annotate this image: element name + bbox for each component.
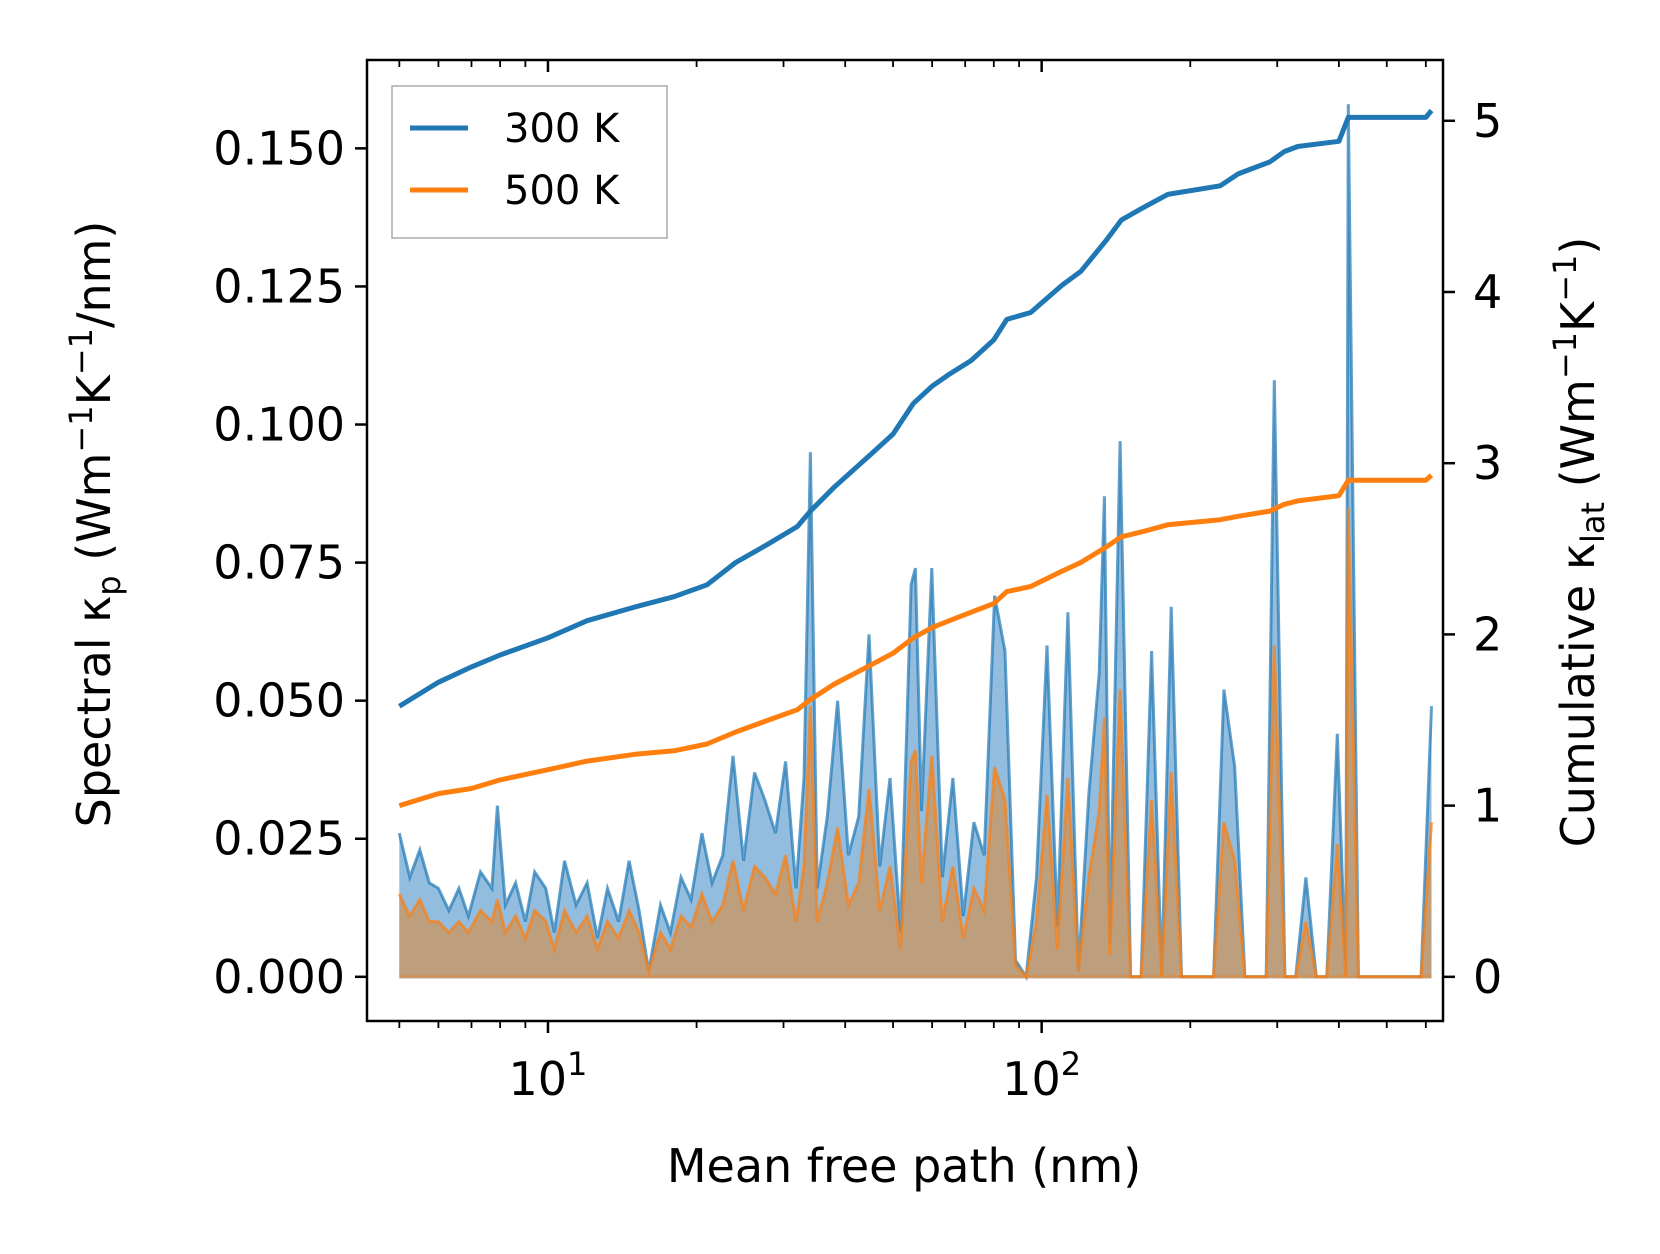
left-y-tick-label: 0.125 bbox=[213, 259, 345, 313]
left-y-axis-label: Spectral κp (Wm−1K−1/nm) bbox=[62, 221, 128, 828]
cumulative-layer bbox=[397, 108, 1434, 808]
right-y-tick-label: 1 bbox=[1473, 779, 1502, 833]
x-axis-label: Mean free path (nm) bbox=[667, 1139, 1141, 1193]
right-y-tick-label: 5 bbox=[1473, 94, 1502, 148]
legend: 300 K 500 K bbox=[391, 85, 668, 239]
left-y-tick-label: 0.025 bbox=[213, 812, 345, 866]
right-y-tick-label: 2 bbox=[1473, 607, 1502, 661]
spectral-area-500k bbox=[399, 507, 1432, 977]
cumulative-line-300k bbox=[397, 108, 1434, 709]
ticks-layer bbox=[355, 60, 1455, 1033]
right-y-tick-label: 4 bbox=[1473, 265, 1502, 319]
plot-frame bbox=[365, 58, 1445, 1023]
legend-box bbox=[391, 85, 668, 239]
left-y-tick-label: 0.050 bbox=[213, 674, 345, 728]
legend-label-300k: 300 K bbox=[504, 106, 621, 152]
right-y-axis-label: Cumulative κlat (Wm−1K−1) bbox=[1546, 237, 1612, 848]
left-y-tick-label: 0.075 bbox=[213, 536, 345, 590]
right-y-tick-label: 0 bbox=[1473, 950, 1502, 1004]
labels-layer: 0.000 0.025 0.050 0.075 0.100 0.125 0.150 0 1 2 3 4… bbox=[213, 94, 1502, 1106]
left-y-tick-label: 0.100 bbox=[213, 398, 345, 452]
left-y-tick-label: 0.000 bbox=[213, 950, 345, 1004]
x-tick-label: 101 bbox=[509, 1045, 588, 1106]
spectral-layer bbox=[397, 104, 1433, 982]
x-tick-label: 102 bbox=[1002, 1045, 1081, 1106]
left-y-tick-label: 0.150 bbox=[213, 121, 345, 175]
legend-label-500k: 500 K bbox=[504, 168, 621, 214]
cumulative-line-500k bbox=[398, 473, 1434, 808]
right-y-tick-label: 3 bbox=[1473, 436, 1502, 490]
spectral-area-300k bbox=[399, 104, 1432, 977]
